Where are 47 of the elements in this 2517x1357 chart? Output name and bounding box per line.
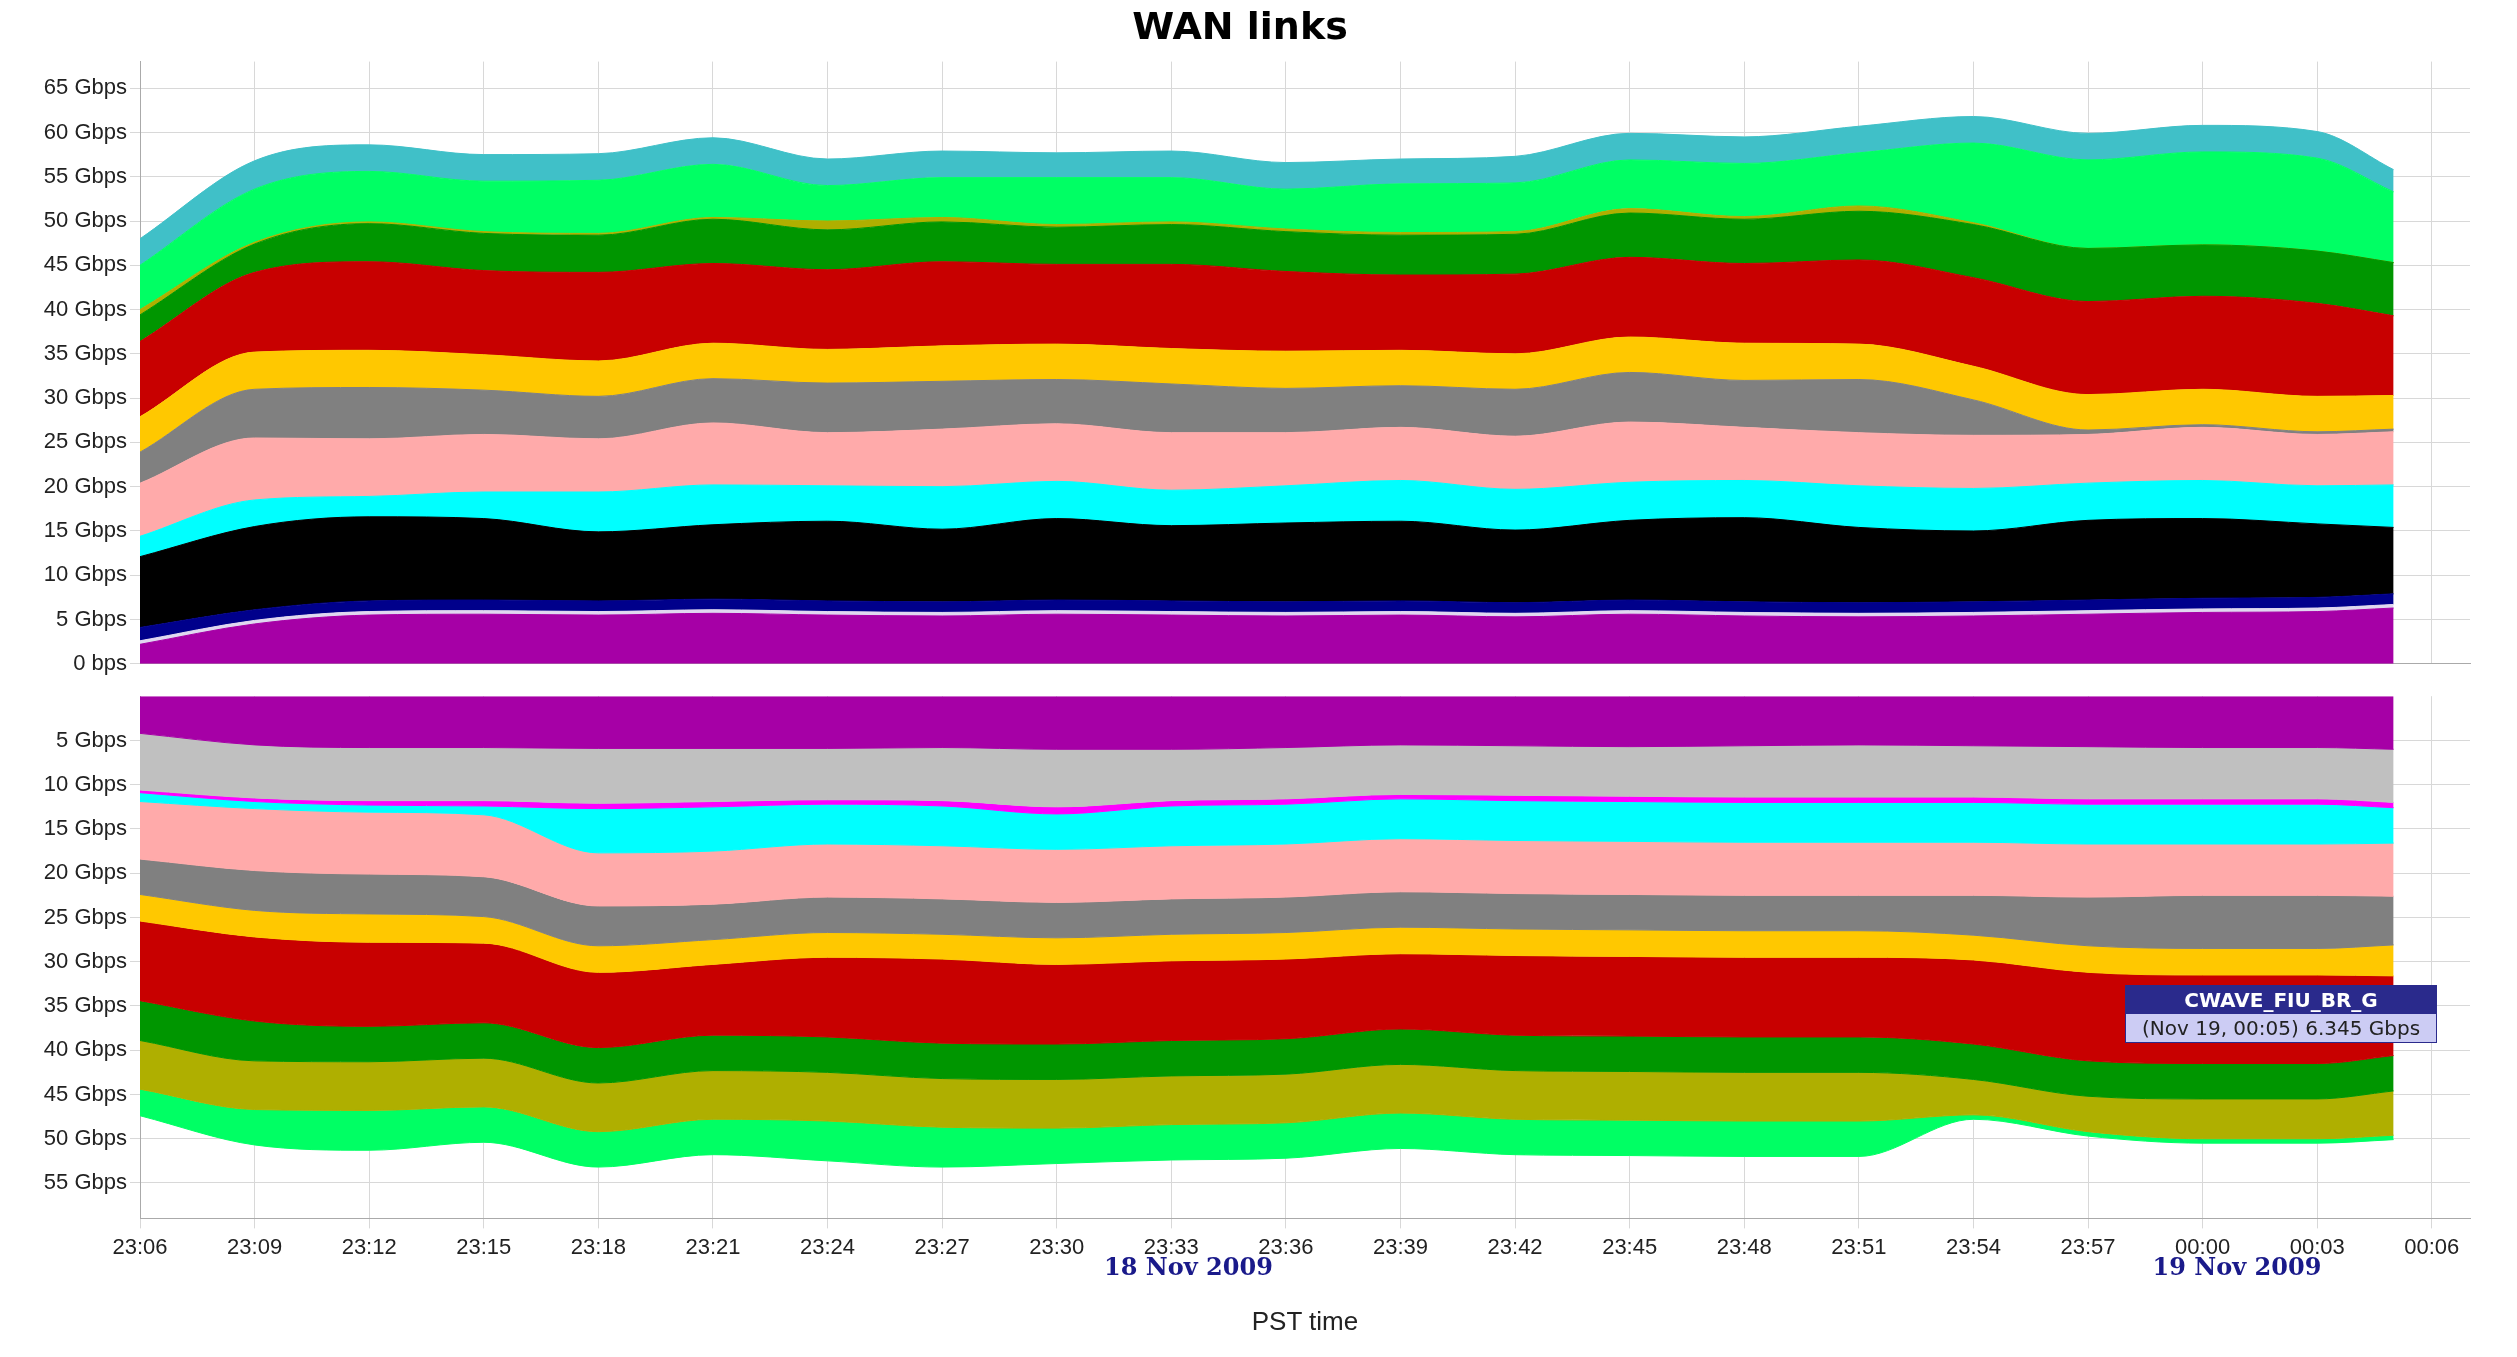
y-tick-label: 25 Gbps bbox=[43, 428, 127, 454]
x-tick-label: 23:27 bbox=[914, 1233, 970, 1259]
x-tick-label: 23:48 bbox=[1716, 1233, 1772, 1259]
x-tick-label: 23:12 bbox=[341, 1233, 397, 1259]
y-tick-label: 55 Gbps bbox=[43, 1169, 127, 1195]
x-tick-label: 23:30 bbox=[1029, 1233, 1085, 1259]
y-tick-label: 45 Gbps bbox=[43, 1080, 127, 1106]
x-tick-label: 00:06 bbox=[2404, 1233, 2460, 1259]
annotation: CWAVE_FIU_BR_G bbox=[2126, 985, 2437, 1014]
y-tick-label: 25 Gbps bbox=[43, 903, 127, 929]
x-tick-label: 23:09 bbox=[227, 1233, 283, 1259]
x-tick-label: 23:24 bbox=[800, 1233, 856, 1259]
y-tick-label: 35 Gbps bbox=[43, 339, 127, 365]
x-tick-label: 23:57 bbox=[2060, 1233, 2116, 1259]
y-tick-label: 50 Gbps bbox=[43, 1124, 127, 1150]
y-tick-label: 20 Gbps bbox=[43, 859, 127, 885]
x-tick-label: 23:21 bbox=[685, 1233, 741, 1259]
y-tick-label: 15 Gbps bbox=[43, 517, 127, 543]
y-tick-label: 10 Gbps bbox=[43, 561, 127, 587]
x-tick-label: 23:45 bbox=[1602, 1233, 1658, 1259]
tooltip-panel: CWAVE_FIU_BR_G (Nov 19, 00:05) 6.345 Gbps bbox=[2125, 984, 2438, 1043]
x-axis-title: PST time bbox=[1251, 1305, 1359, 1336]
y-tick-label: 0 bps bbox=[73, 649, 127, 675]
y-tick-label: 5 Gbps bbox=[56, 605, 127, 631]
y-tick-label: 55 Gbps bbox=[43, 162, 127, 188]
x-tick-label: 23:42 bbox=[1487, 1233, 1543, 1259]
x-tick-label: 23:54 bbox=[1945, 1233, 2001, 1259]
y-tick-label: 65 Gbps bbox=[43, 74, 127, 100]
y-tick-label: 5 Gbps bbox=[56, 726, 127, 752]
x-tick-label: 23:51 bbox=[1831, 1233, 1887, 1259]
x-tick-label: 23:18 bbox=[570, 1233, 626, 1259]
y-tick-label: 35 Gbps bbox=[43, 992, 127, 1018]
x-tick-label: 23:06 bbox=[112, 1233, 168, 1259]
annotation: (Nov 19, 00:05) 6.345 Gbps bbox=[2126, 1013, 2437, 1042]
y-tick-label: 15 Gbps bbox=[43, 815, 127, 841]
y-tick-label: 40 Gbps bbox=[43, 1036, 127, 1062]
y-tick-label: 50 Gbps bbox=[43, 207, 127, 233]
x-tick-label: 23:15 bbox=[456, 1233, 512, 1259]
y-tick-label: 60 Gbps bbox=[43, 118, 127, 144]
y-tick-label: 30 Gbps bbox=[43, 947, 127, 973]
y-tick-label: 30 Gbps bbox=[43, 384, 127, 410]
y-tick-label: 10 Gbps bbox=[43, 770, 127, 796]
x-tick-label: 23:39 bbox=[1372, 1233, 1429, 1259]
y-tick-label: 20 Gbps bbox=[43, 472, 127, 498]
chart-title: WAN links bbox=[1132, 3, 1348, 48]
y-tick-label: 40 Gbps bbox=[43, 295, 127, 321]
y-tick-label: 45 Gbps bbox=[43, 251, 127, 277]
